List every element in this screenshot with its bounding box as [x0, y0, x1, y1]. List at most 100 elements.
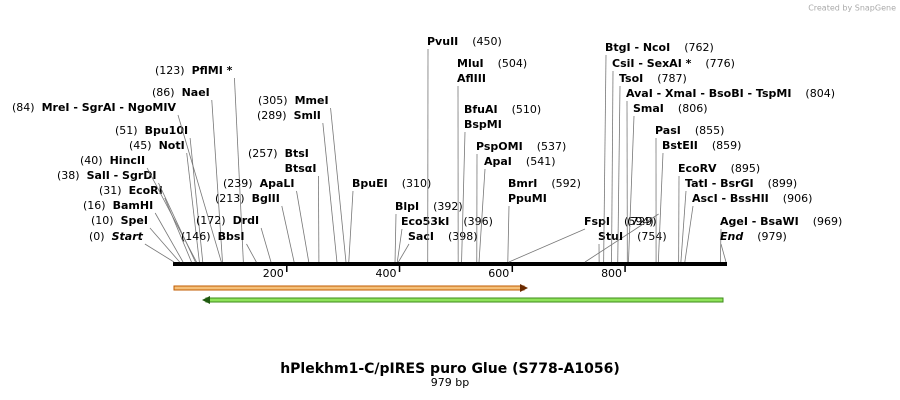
enzyme-name: PspOMI: [476, 140, 523, 153]
enzyme-name: BamHI: [113, 199, 154, 212]
enzyme-name: NaeI: [182, 86, 210, 99]
feature-green: [205, 297, 724, 303]
cut-site: [186, 152, 200, 263]
position-label: (84): [12, 101, 35, 114]
enzyme-name: BtsI: [285, 147, 309, 160]
position-label: (257): [248, 147, 278, 160]
position-label: (213): [215, 192, 245, 205]
position-label: (762): [684, 41, 714, 54]
position-label: (855): [695, 124, 725, 137]
enzyme-name: MreI - SgrAI - NgoMIV: [42, 101, 177, 114]
credit: Created by SnapGene: [808, 4, 896, 13]
position-label: (729): [627, 215, 657, 228]
position-label: (51): [115, 124, 138, 137]
position-label: (906): [783, 192, 813, 205]
position-label: (305): [258, 94, 288, 107]
position-label: (310): [402, 177, 432, 190]
enzyme-name: Eco53kI: [401, 215, 449, 228]
axis-tick-label: 200: [263, 267, 284, 280]
enzyme-name: End: [720, 230, 743, 243]
enzyme-name: MmeI: [295, 94, 329, 107]
cut-site: [628, 115, 635, 263]
position-label: (594): [624, 215, 654, 228]
position-label: (979): [757, 230, 787, 243]
cut-site: [657, 152, 664, 263]
backbone: [173, 262, 727, 266]
axis-tick-label: 600: [488, 267, 509, 280]
axis-tick-label: 800: [601, 267, 622, 280]
enzyme-name: FspI: [584, 215, 610, 228]
enzyme-name: SmlI: [294, 109, 321, 122]
position-label: (172): [196, 214, 226, 227]
cut-site: [398, 243, 410, 263]
position-label: (537): [537, 140, 567, 153]
cut-site: [296, 190, 310, 263]
enzyme-name: AscI - BssHII: [692, 192, 769, 205]
enzyme-name: ApaLI: [260, 177, 295, 190]
position-label: (16): [83, 199, 106, 212]
position-label: (787): [657, 72, 687, 85]
cut-site: [684, 205, 694, 263]
position-label: (859): [712, 139, 742, 152]
position-label: (86): [152, 86, 175, 99]
cut-site: [478, 168, 486, 263]
position-label: (510): [512, 103, 542, 116]
cut-site: [146, 167, 197, 263]
enzyme-name: EcoRV: [678, 162, 717, 175]
enzyme-name: StuI: [598, 230, 623, 243]
position-label: (123): [155, 64, 185, 77]
position-label: (398): [448, 230, 478, 243]
enzyme-name: Bpu10I: [145, 124, 189, 137]
cut-site: [211, 99, 223, 263]
enzyme-name: BspMI: [464, 118, 502, 131]
cut-site: [330, 107, 347, 263]
cut-site: [611, 70, 614, 263]
enzyme-name: TatI - BsrGI: [685, 177, 754, 190]
enzyme-name: BstEII: [662, 139, 698, 152]
enzyme-name: AvaI - XmaI - BsoBI - TspMI: [626, 87, 791, 100]
position-label: (541): [526, 155, 556, 168]
cut-site: [260, 227, 272, 263]
cut-site: [149, 227, 180, 263]
enzyme-name: HincII: [110, 154, 146, 167]
cut-site: [396, 228, 403, 263]
position-label: (31): [99, 184, 122, 197]
position-label: (392): [433, 200, 463, 213]
title: hPlekhm1-C/pIRES puro Glue (S778-A1056): [280, 361, 620, 377]
cut-site: [507, 205, 510, 263]
position-label: (504): [498, 57, 528, 70]
position-label: (239): [223, 177, 253, 190]
enzyme-name: PflMI *: [192, 64, 233, 77]
enzyme-name: BpuEI: [352, 177, 388, 190]
enzyme-name: BlpI: [395, 200, 419, 213]
enzyme-name: SmaI: [633, 102, 664, 115]
position-label: (40): [80, 154, 103, 167]
enzyme-name: Start: [112, 230, 144, 243]
position-label: (0): [89, 230, 105, 243]
enzyme-name: EcoRI: [129, 184, 163, 197]
enzyme-name: BglII: [252, 192, 280, 205]
cut-site: [348, 190, 354, 263]
enzyme-name: MluI: [457, 57, 484, 70]
cut-site: [246, 243, 257, 263]
enzyme-name: DrdI: [233, 214, 260, 227]
enzyme-name: SacI: [408, 230, 434, 243]
position-label: (776): [705, 57, 735, 70]
position-label: (289): [257, 109, 287, 122]
position-label: (899): [768, 177, 798, 190]
enzyme-name: BfuAI: [464, 103, 498, 116]
cut-site: [680, 190, 687, 263]
enzyme-name: TsoI: [619, 72, 643, 85]
position-label: (45): [129, 139, 152, 152]
axis-tick-label: 400: [376, 267, 397, 280]
cut-site: [584, 213, 659, 263]
position-label: (396): [463, 215, 493, 228]
cut-site: [720, 243, 727, 263]
feature-arrow: [202, 296, 210, 304]
cut-site: [461, 131, 466, 263]
cut-site: [144, 243, 175, 263]
enzyme-name: BbsI: [218, 230, 245, 243]
cut-site: [177, 114, 222, 263]
cut-site: [394, 213, 397, 263]
